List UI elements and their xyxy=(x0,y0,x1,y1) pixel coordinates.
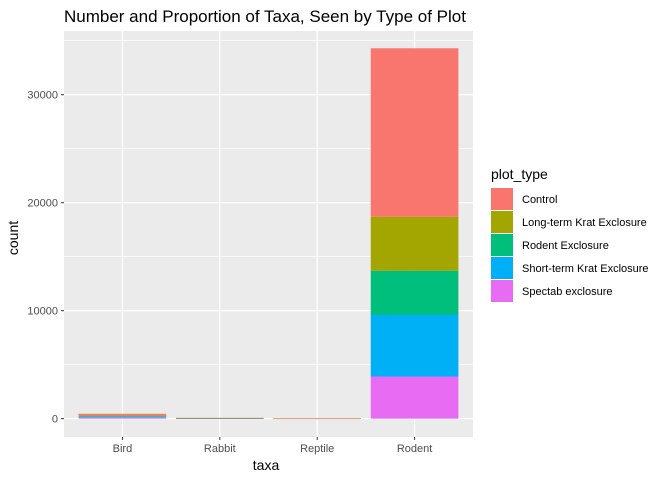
bar-segment xyxy=(370,376,459,419)
y-tick-label: 0 xyxy=(52,414,58,426)
legend-key xyxy=(491,257,513,279)
y-tick-label: 20000 xyxy=(27,198,58,210)
bar-segment xyxy=(273,418,362,419)
x-tick-label: Reptile xyxy=(300,443,334,455)
bar-segment xyxy=(175,417,264,419)
legend-title: plot_type xyxy=(491,166,548,182)
bar-segment xyxy=(78,416,167,417)
chart-title: Number and Proportion of Taxa, Seen by T… xyxy=(64,7,466,26)
bar-segment xyxy=(370,314,459,377)
x-axis: Bird Rabbit Reptile Rodent xyxy=(113,437,432,455)
bar-segment xyxy=(370,48,459,217)
y-axis-title: count xyxy=(5,221,21,255)
x-axis-title: taxa xyxy=(253,457,280,473)
bar-segment xyxy=(78,413,167,416)
legend-key xyxy=(491,188,513,210)
legend-key xyxy=(491,280,513,302)
x-tick-label: Bird xyxy=(113,443,133,455)
legend: plot_type Control Long-term Krat Exclosur… xyxy=(491,166,649,302)
bar-segment xyxy=(78,416,167,418)
legend-label: Short-term Krat Exclosure xyxy=(522,263,649,275)
y-axis: 0 10000 20000 30000 xyxy=(27,90,64,426)
legend-label: Rodent Exclosure xyxy=(522,240,609,252)
bar-segment xyxy=(370,270,459,315)
bar-segment xyxy=(370,216,459,271)
legend-label: Long-term Krat Exclosure xyxy=(522,217,647,229)
legend-key xyxy=(491,211,513,233)
bar-segment xyxy=(175,418,264,419)
bar-segment xyxy=(78,417,167,419)
legend-label: Control xyxy=(522,194,557,206)
bar-segment xyxy=(78,415,167,417)
legend-label: Spectab exclosure xyxy=(522,286,613,298)
y-tick-label: 30000 xyxy=(27,90,58,102)
x-tick-label: Rodent xyxy=(397,443,432,455)
bars xyxy=(78,48,459,420)
legend-key xyxy=(491,234,513,256)
x-tick-label: Rabbit xyxy=(204,443,236,455)
y-tick-label: 10000 xyxy=(27,306,58,318)
